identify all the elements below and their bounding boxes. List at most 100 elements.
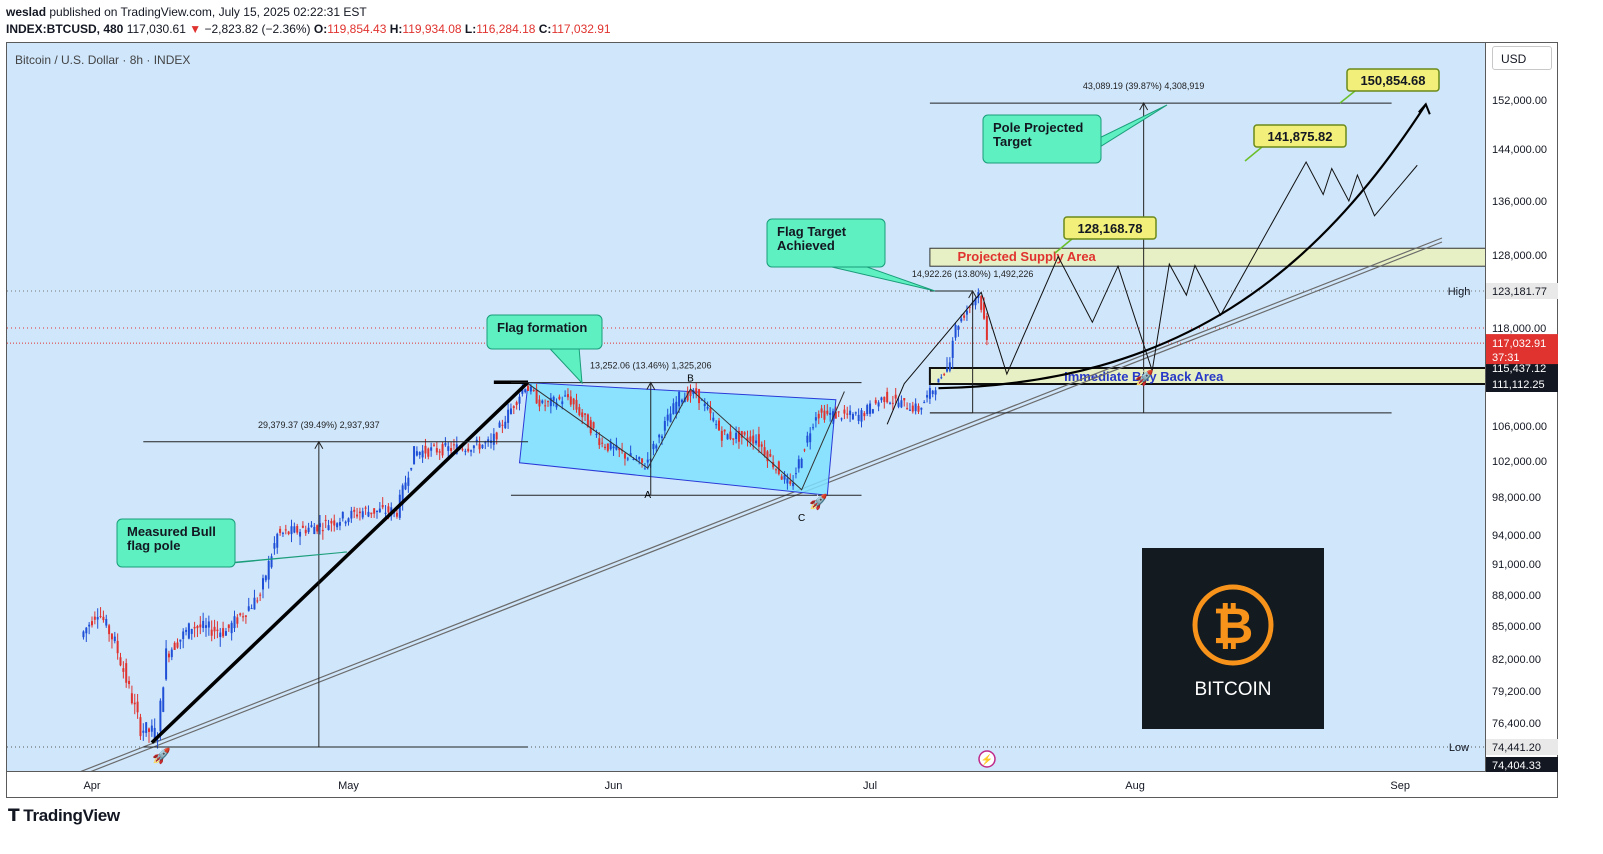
price-axis-tick: 94,000.00 (1492, 530, 1541, 542)
candle-body (384, 512, 387, 514)
candle-body (669, 413, 672, 423)
candle-body (182, 631, 185, 639)
time-axis[interactable]: Apr May Jun Jul Aug Sep (6, 772, 1558, 798)
target-3-box (1346, 68, 1440, 92)
candle-body (427, 448, 430, 457)
candle-body (797, 459, 800, 469)
candle-countdown: 37:31 (1492, 352, 1520, 364)
candle-body (886, 391, 889, 403)
price-axis-tick: 118,000.00 (1492, 323, 1546, 335)
candle-body (655, 445, 658, 449)
candle-body (415, 451, 418, 456)
candle-body (740, 431, 743, 438)
target-2-text: 141,875.82 (1267, 129, 1332, 144)
tradingview-logo[interactable]: 𝗧 TradingView (8, 806, 120, 826)
time-axis-tick: Sep (1390, 780, 1410, 792)
candle-body (122, 668, 125, 672)
high-label: High (1448, 286, 1471, 298)
author-name[interactable]: weslad (6, 5, 47, 19)
candle-body (663, 420, 666, 431)
candle-body (435, 448, 438, 453)
candle-body (541, 400, 544, 403)
symbol-line: INDEX:BTCUSD, 480 (6, 22, 124, 36)
candle-body (737, 430, 740, 442)
candle-body (735, 432, 738, 439)
candle-body (247, 606, 250, 611)
candle-body (187, 623, 190, 639)
candle-body (205, 625, 207, 628)
candle-body (712, 417, 715, 421)
candle-body (173, 642, 176, 650)
candle-body (324, 519, 327, 521)
price-axis-tick: 128,000.00 (1492, 250, 1547, 262)
candle-body (564, 395, 567, 397)
candle-body (353, 509, 356, 512)
candle-body (709, 407, 712, 414)
price-axis-tick: 98,000.00 (1492, 492, 1541, 504)
candle-body (524, 389, 527, 393)
candle-body (604, 446, 606, 449)
candle-body (313, 526, 316, 535)
candle-body (538, 399, 541, 407)
candle-body (156, 739, 159, 742)
candle-body (743, 432, 746, 435)
close-label: C: (538, 22, 552, 36)
price-axis-tick: 152,000.00 (1492, 95, 1547, 107)
price-axis[interactable]: 152,000.00 144,000.00 136,000.00 128,000.00… (1486, 42, 1558, 773)
candle-body (689, 389, 692, 397)
candle-body (470, 450, 473, 452)
candle-body (153, 727, 156, 739)
price-axis-tick: 88,000.00 (1492, 590, 1541, 602)
supply-zone (929, 247, 1485, 267)
candle-body (957, 325, 960, 330)
candle-body (91, 621, 93, 626)
high-value: 119,934.08 (402, 22, 462, 36)
callout-pole-box (116, 518, 236, 568)
candle-body (680, 399, 683, 403)
candle-body (504, 421, 507, 429)
candle-body (418, 451, 421, 455)
chart-pane[interactable]: Projected Supply Area Immediate Buy Back … (6, 42, 1486, 772)
projected-path (886, 160, 1418, 425)
bitcoin-logo: ₿ BITCOIN (1142, 548, 1324, 729)
candle-body (467, 448, 470, 452)
candle-body (145, 722, 148, 733)
candle-body (598, 438, 601, 446)
candle-body (589, 420, 592, 434)
target-2-pointer (1244, 146, 1263, 162)
candle-body (139, 717, 142, 737)
candle-body (250, 608, 253, 610)
candle-body (834, 411, 837, 419)
low-value: 116,284.18 (476, 22, 536, 36)
callout-flag-target-text: Flag Target (777, 224, 847, 239)
candle-body (82, 631, 85, 638)
candle-body (159, 700, 162, 732)
candle-body (176, 642, 179, 648)
target-1-text: 128,168.78 (1077, 221, 1142, 236)
candle-body (729, 431, 732, 439)
candle-body (150, 725, 153, 732)
price-axis-tag (1486, 757, 1558, 773)
candle-body (794, 473, 797, 475)
chart-title: Bitcoin / U.S. Dollar · 8h · INDEX (15, 53, 191, 67)
price-axis-tag (1486, 739, 1558, 755)
candle-body (421, 450, 424, 458)
candle-body (413, 446, 416, 465)
bitcoin-logo-ring (1192, 584, 1274, 666)
candle-body (946, 368, 948, 372)
currency-button[interactable]: USD (1492, 46, 1552, 70)
candle-body (874, 400, 877, 404)
rocket-icon: 🚀 (1135, 369, 1154, 387)
candle-body (307, 527, 310, 533)
candle-body (661, 436, 663, 439)
candle-body (481, 444, 484, 449)
candle-body (148, 728, 150, 732)
candle-body (433, 444, 435, 446)
candle-body (438, 451, 441, 453)
time-axis-labels: Apr May Jun Jul Aug Sep (83, 780, 1410, 792)
candle-body (515, 402, 518, 406)
candle-body (965, 310, 968, 315)
candle-body (951, 340, 954, 358)
candle-body (450, 447, 453, 451)
